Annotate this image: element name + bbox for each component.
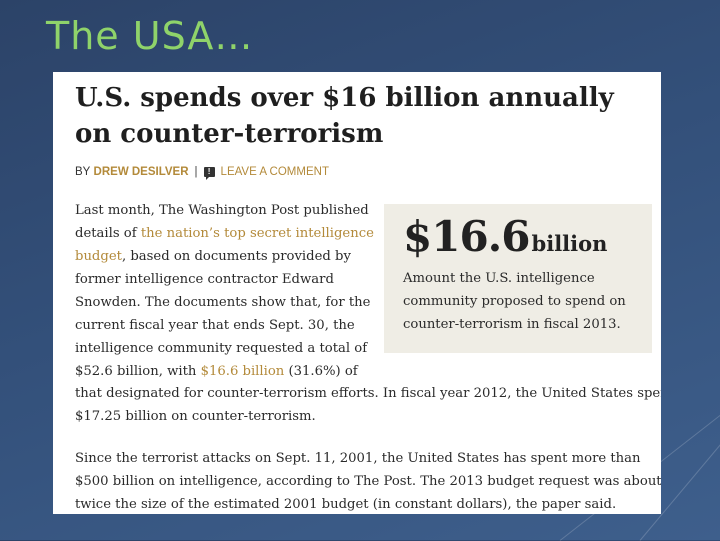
line-text: Last month, The Washington Post publishe…	[75, 203, 369, 218]
line-text: $52.6 billion, with	[75, 364, 201, 379]
line-text: $17.25 billion on counter-terrorism.	[75, 409, 316, 424]
paragraph-1-line: Snowden. The documents show that, for th…	[75, 292, 370, 315]
comment-icon[interactable]: !	[203, 167, 215, 180]
line-text: intelligence community requested a total…	[75, 341, 368, 356]
line-text: current fiscal year that ends Sept. 30, …	[75, 318, 355, 333]
paragraph-1-line: former intelligence contractor Edward	[75, 269, 334, 292]
callout-figure: $16.6billion	[403, 212, 607, 261]
line-text: , based on documents provided by	[121, 249, 351, 264]
paragraph-1-line: current fiscal year that ends Sept. 30, …	[75, 315, 355, 338]
paragraph-1-line: $17.25 billion on counter-terrorism.	[75, 406, 316, 429]
byline: BY DREW DESILVER | ! LEAVE A COMMENT	[75, 166, 329, 180]
line-text: (31.6%) of	[284, 364, 358, 379]
headline-line-1: U.S. spends over $16 billion annually	[75, 83, 614, 113]
inline-link[interactable]: $16.6 billion	[200, 364, 285, 379]
paragraph-1-line: that designated for counter-terrorism ef…	[75, 383, 661, 406]
leave-comment-link[interactable]: LEAVE A COMMENT	[220, 166, 329, 178]
paragraph-1-line: Last month, The Washington Post publishe…	[75, 200, 369, 223]
paragraph-1-line: intelligence community requested a total…	[75, 338, 367, 361]
inline-link[interactable]: budget	[75, 249, 122, 264]
line-text: that designated for counter-terrorism ef…	[75, 386, 661, 401]
byline-prefix: BY	[75, 166, 91, 178]
paragraph-2-line: Since the terrorist attacks on Sept. 11,…	[75, 451, 641, 466]
author-link[interactable]: DREW DESILVER	[93, 166, 189, 178]
callout-number: $16.6	[403, 212, 531, 261]
article-screenshot: U.S. spends over $16 billion annually on…	[53, 72, 661, 514]
inline-link[interactable]: the nation’s top secret intelligence	[140, 226, 374, 241]
stat-callout-box: $16.6billion Amount the U.S. intelligenc…	[384, 204, 652, 353]
callout-unit: billion	[531, 231, 608, 256]
paragraph-2-line: twice the size of the estimated 2001 bud…	[75, 497, 617, 512]
byline-separator: |	[194, 166, 198, 178]
line-text: details of	[75, 226, 141, 241]
article-headline: U.S. spends over $16 billion annually on…	[75, 80, 655, 152]
headline-line-2: on counter-terrorism	[75, 119, 384, 149]
callout-description: Amount the U.S. intelligence community p…	[403, 271, 626, 332]
paragraph-2-line: $500 billion on intelligence, according …	[75, 474, 661, 489]
paragraph-1-line: $52.6 billion, with $16.6 billion (31.6%…	[75, 361, 358, 384]
paragraph-1-line: details of the nation’s top secret intel…	[75, 223, 374, 246]
paragraph-1-line: budget, based on documents provided by	[75, 246, 351, 269]
line-text: former intelligence contractor Edward	[75, 272, 334, 287]
slide-title: The USA…	[46, 14, 254, 58]
line-text: Snowden. The documents show that, for th…	[75, 295, 371, 310]
